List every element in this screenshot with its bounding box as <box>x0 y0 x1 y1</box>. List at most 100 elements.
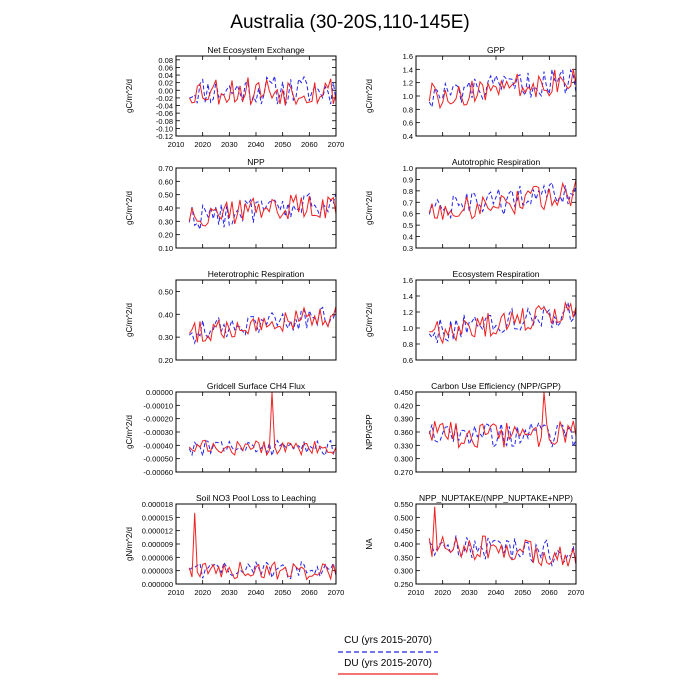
y-tick-label: 0.000018 <box>142 500 173 509</box>
plot-frame <box>415 391 577 473</box>
series-cu <box>188 560 337 580</box>
y-tick-label: 0.000012 <box>142 527 173 536</box>
panel-title: Net Ecosystem Exchange <box>207 45 305 55</box>
y-axis-label: NA <box>365 538 374 550</box>
x-tick-label: 2050 <box>514 588 531 597</box>
y-tick-label: 0.5 <box>403 221 413 230</box>
panel-heterotrophic-respiration: Heterotrophic Respiration 0.20 0.30 0.40 0.5… <box>125 269 337 365</box>
y-axis-label: gN/m^2/d <box>125 527 134 561</box>
legend-label-cu: CU (yrs 2015-2070) <box>344 635 432 646</box>
y-tick-label: 0.300 <box>394 455 413 464</box>
x-tick-label: 2020 <box>194 588 211 597</box>
x-tick-label: 2050 <box>274 140 291 149</box>
y-tick-label: 0.40 <box>158 204 173 213</box>
x-tick-label: 2010 <box>168 140 185 149</box>
y-tick-label: 0.8 <box>403 340 413 349</box>
panel-ecosystem-respiration: Ecosystem Respiration 0.6 0.8 1.0 1.2 1.4 1.6 g… <box>365 269 577 365</box>
y-tick-label: -0.00020 <box>143 415 173 424</box>
y-tick-label: 0.450 <box>394 527 413 536</box>
y-tick-label: -0.04 <box>156 102 173 111</box>
y-axis-label: gC/m^2/d <box>125 191 134 225</box>
y-tick-label: -0.00040 <box>143 441 173 450</box>
y-tick-label: 0.4 <box>403 132 413 141</box>
y-axis-label: gC/m^2/d <box>365 303 374 337</box>
series-cu <box>428 302 577 344</box>
series-du <box>428 179 577 220</box>
y-tick-label: 0.3 <box>403 244 413 253</box>
y-tick-label: 0.300 <box>394 567 413 576</box>
x-tick-label: 2040 <box>248 588 265 597</box>
panel-carbon-use-efficiency-npp-gpp: Carbon Use Efficiency (NPP/GPP) 0.270 0.30… <box>365 381 577 477</box>
y-tick-label: 0.70 <box>158 164 173 173</box>
y-tick-label: 0.02 <box>158 79 173 88</box>
x-tick-label: 2030 <box>221 140 238 149</box>
y-tick-label: -0.12 <box>156 132 173 141</box>
panel-npp-nuptake-npp-nuptake-npp: NPP_NUPTAKE/(NPP_NUPTAKE+NPP) 0.250 0.300 0… <box>365 493 584 597</box>
y-tick-label: 1.2 <box>403 308 413 317</box>
series-cu <box>428 535 577 568</box>
y-tick-label: 0.30 <box>158 217 173 226</box>
y-tick-label: 0.000006 <box>142 553 173 562</box>
panel-title: Soil NO3 Pool Loss to Leaching <box>196 493 316 503</box>
series-du <box>188 512 337 581</box>
y-tick-label: 1.0 <box>403 92 413 101</box>
y-tick-label: 0.500 <box>394 513 413 522</box>
panel-title: Carbon Use Efficiency (NPP/GPP) <box>431 381 561 391</box>
y-tick-label: 0.08 <box>158 56 173 65</box>
plot-frame <box>415 55 577 137</box>
legend-label-du: DU (yrs 2015-2070) <box>344 658 432 669</box>
panel-title: NPP_NUPTAKE/(NPP_NUPTAKE+NPP) <box>419 493 573 503</box>
series-du <box>188 77 337 106</box>
x-tick-label: 2010 <box>168 588 185 597</box>
y-tick-label: 0.60 <box>158 177 173 186</box>
y-tick-label: 0.04 <box>158 71 173 80</box>
y-axis-label: gC/m^2/d <box>365 191 374 225</box>
y-tick-label: -0.10 <box>156 124 173 133</box>
series-du <box>428 506 577 567</box>
x-tick-label: 2070 <box>568 588 585 597</box>
figure-title: Australia (30-20S,110-145E) <box>230 12 469 33</box>
plot-frame <box>415 503 577 585</box>
series-du <box>188 193 337 227</box>
x-tick-label: 2050 <box>274 588 291 597</box>
y-tick-label: -0.00030 <box>143 428 173 437</box>
panel-grid: Net Ecosystem Exchange-0.12-0.10-0.08-0.… <box>125 45 584 597</box>
y-tick-label: -0.00060 <box>143 468 173 477</box>
y-tick-label: 0.6 <box>403 210 413 219</box>
y-tick-label: 1.6 <box>403 276 413 285</box>
y-tick-label: 0.400 <box>394 540 413 549</box>
y-tick-label: 0.360 <box>394 428 413 437</box>
panel-title: Gridcell Surface CH4 Flux <box>207 381 306 391</box>
panel-title: NPP <box>247 157 265 167</box>
panel-title: GPP <box>487 45 505 55</box>
y-tick-label: 0.6 <box>403 356 413 365</box>
y-tick-label: 1.0 <box>403 164 413 173</box>
x-tick-label: 2030 <box>461 588 478 597</box>
y-tick-label: 0.9 <box>403 175 413 184</box>
y-tick-label: 0.00000 <box>146 388 173 397</box>
y-tick-label: 0.50 <box>158 191 173 200</box>
x-tick-label: 2070 <box>328 140 345 149</box>
y-tick-label: 0.4 <box>403 233 413 242</box>
x-tick-label: 2040 <box>248 140 265 149</box>
x-tick-label: 2060 <box>301 140 318 149</box>
plot-frame <box>175 391 337 473</box>
plot-frame <box>175 55 337 137</box>
y-axis-label: gC/m^2/d <box>365 79 374 113</box>
y-tick-label: -0.00050 <box>143 455 173 464</box>
series-du <box>188 305 337 343</box>
series-cu <box>189 75 337 107</box>
panel-gridcell-surface-ch4-flux: Gridcell Surface CH4 Flux -0.00060 -0.0005… <box>125 381 337 477</box>
series-du <box>429 300 577 345</box>
y-tick-label: 1.0 <box>403 324 413 333</box>
x-tick-label: 2060 <box>301 588 318 597</box>
series-du <box>428 68 577 110</box>
y-tick-label: 1.6 <box>403 52 413 61</box>
y-tick-label: -0.02 <box>156 94 173 103</box>
plot-frame <box>175 279 337 361</box>
panel-soil-no3-pool-loss-to-leaching: Soil NO3 Pool Loss to Leaching 0.000000 0.… <box>125 493 344 597</box>
panel-net-ecosystem-exchange: Net Ecosystem Exchange-0.12-0.10-0.08-0.… <box>125 45 344 149</box>
y-tick-label: 0.6 <box>403 119 413 128</box>
y-tick-label: 1.4 <box>403 65 413 74</box>
